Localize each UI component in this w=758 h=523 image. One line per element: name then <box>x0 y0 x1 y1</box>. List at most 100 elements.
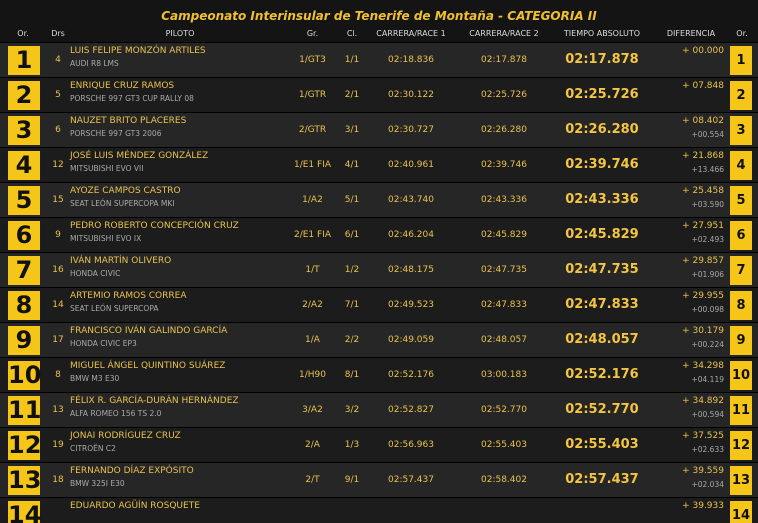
difference: + 39.933 <box>682 501 724 511</box>
difference: + 00.000 <box>682 46 724 56</box>
column-header: TIEMPO ABSOLUTO <box>563 29 641 38</box>
position-badge-right: 13 <box>730 466 752 495</box>
result-row: 6 6 9 PEDRO ROBERTO CONCEPCIÓN CRUZ MITSUBIS… <box>0 217 758 252</box>
total-time: 02:52.770 <box>565 402 639 417</box>
difference: + 08.402 <box>682 116 724 126</box>
group: 1/H90 <box>299 370 326 380</box>
dorsal: 8 <box>55 370 61 380</box>
class: 9/1 <box>344 475 360 485</box>
dorsal: 16 <box>52 265 64 275</box>
position-badge: 4 <box>8 151 40 180</box>
position-badge: 1 <box>8 46 40 75</box>
position-badge: 11 <box>8 396 42 425</box>
result-row: 5 5 15 AYOZE CAMPOS CASTRO SEAT LEÓN SUPERCO… <box>0 182 758 217</box>
driver: FÉLIX R. GARCÍA-DURÁN HERNÁNDEZ <box>70 396 239 406</box>
difference: + 21.868 <box>682 151 724 161</box>
position-badge: 12 <box>8 431 42 460</box>
class: 2/1 <box>344 90 360 100</box>
class: 2/2 <box>344 335 360 345</box>
total-time: 02:39.746 <box>565 157 639 172</box>
difference: + 34.892 <box>682 396 724 406</box>
difference: + 29.955 <box>682 291 724 301</box>
car: MITSUBISHI EVO VII <box>70 164 144 173</box>
result-row: 12 12 19 JONAI RODRÍGUEZ CRUZ CITROËN C2 2/A 1… <box>0 427 758 462</box>
race-1: 02:52.827 <box>388 405 434 415</box>
column-header: CARRERA/RACE 2 <box>469 29 539 38</box>
gap: +13.466 <box>691 165 724 174</box>
driver: LUIS FELIPE MONZÓN ARTILES <box>70 46 206 56</box>
column-header: Gr. <box>306 29 319 38</box>
total-time: 02:48.057 <box>565 332 639 347</box>
column-header: PILOTO <box>165 29 195 38</box>
group: 1/GTR <box>298 90 327 100</box>
driver: IVÁN MARTÍN OLIVERO <box>70 256 172 266</box>
driver: FERNANDO DÍAZ EXPÓSITO <box>70 466 194 476</box>
race-2: 03:00.183 <box>481 370 527 380</box>
position-badge-right: 2 <box>730 81 752 110</box>
class: 3/2 <box>344 405 360 415</box>
group: 1/A2 <box>302 195 323 205</box>
position-badge-right: 8 <box>730 291 752 320</box>
driver: MIGUEL ÁNGEL QUINTINO SUÁREZ <box>70 361 226 371</box>
race-1: 02:49.059 <box>388 335 434 345</box>
position-badge: 10 <box>8 361 42 390</box>
race-2: 02:39.746 <box>481 160 527 170</box>
difference: + 34.298 <box>682 361 724 371</box>
car: CITROËN C2 <box>70 444 116 453</box>
class: 1/3 <box>344 440 360 450</box>
car: ALFA ROMEO 156 TS 2.0 <box>70 409 162 418</box>
dorsal: 5 <box>55 90 61 100</box>
dorsal: 15 <box>52 195 64 205</box>
race-1: 02:52.176 <box>388 370 434 380</box>
total-time: 02:47.735 <box>565 262 639 277</box>
column-header: Or. <box>17 29 29 38</box>
race-2: 02:58.402 <box>481 475 527 485</box>
group: 2/E1 FIA <box>293 230 332 240</box>
driver: NAUZET BRITO PLACERES <box>70 116 187 126</box>
position-badge-right: 1 <box>730 46 752 75</box>
car: MITSUBISHI EVO IX <box>70 234 142 243</box>
race-2: 02:45.829 <box>481 230 527 240</box>
car: BMW 325I E30 <box>70 479 125 488</box>
car: BMW M3 E30 <box>70 374 120 383</box>
total-time: 02:52.176 <box>565 367 639 382</box>
group: 2/GTR <box>298 125 327 135</box>
column-header: Or. <box>736 29 748 38</box>
race-1: 02:56.963 <box>388 440 434 450</box>
class: 7/1 <box>344 300 360 310</box>
driver: PEDRO ROBERTO CONCEPCIÓN CRUZ <box>70 221 239 231</box>
result-row: 9 9 17 FRANCISCO IVÁN GALINDO GARCÍA HONDA C… <box>0 322 758 357</box>
gap: +03.590 <box>691 200 724 209</box>
race-1: 02:30.727 <box>388 125 434 135</box>
car: SEAT LEÓN SUPERCOPA MKI <box>70 199 175 208</box>
race-2: 02:52.770 <box>481 405 527 415</box>
position-badge-right: 4 <box>730 151 752 180</box>
dorsal: 4 <box>55 55 61 65</box>
race-1: 02:30.122 <box>388 90 434 100</box>
car: PORSCHE 997 GT3 2006 <box>70 129 162 138</box>
car: HONDA CIVIC <box>70 269 121 278</box>
car: AUDI R8 LMS <box>70 59 119 68</box>
position-badge: 2 <box>8 81 40 110</box>
total-time: 02:45.829 <box>565 227 639 242</box>
position-badge: 9 <box>8 326 40 355</box>
class: 5/1 <box>344 195 360 205</box>
driver: ENRIQUE CRUZ RAMOS <box>70 81 175 91</box>
group: 1/T <box>305 265 320 275</box>
group: 1/A <box>305 335 320 345</box>
class: 1/1 <box>344 55 360 65</box>
difference: + 39.559 <box>682 466 724 476</box>
position-badge: 3 <box>8 116 40 145</box>
difference: + 25.458 <box>682 186 724 196</box>
result-row: 13 13 18 FERNANDO DÍAZ EXPÓSITO BMW 325I E30… <box>0 462 758 497</box>
car: SEAT LEÓN SUPERCOPA <box>70 304 159 313</box>
class: 1/2 <box>344 265 360 275</box>
position-badge-right: 11 <box>730 396 752 425</box>
position-badge-right: 14 <box>730 501 752 523</box>
gap: +00.594 <box>691 410 724 419</box>
dorsal: 19 <box>52 440 64 450</box>
dorsal: 17 <box>52 335 64 345</box>
result-row: 7 7 16 IVÁN MARTÍN OLIVERO HONDA CIVIC 1/T 1/2… <box>0 252 758 287</box>
difference: + 37.525 <box>682 431 724 441</box>
result-row: 10 10 8 MIGUEL ÁNGEL QUINTINO SUÁREZ BMW M3 … <box>0 357 758 392</box>
